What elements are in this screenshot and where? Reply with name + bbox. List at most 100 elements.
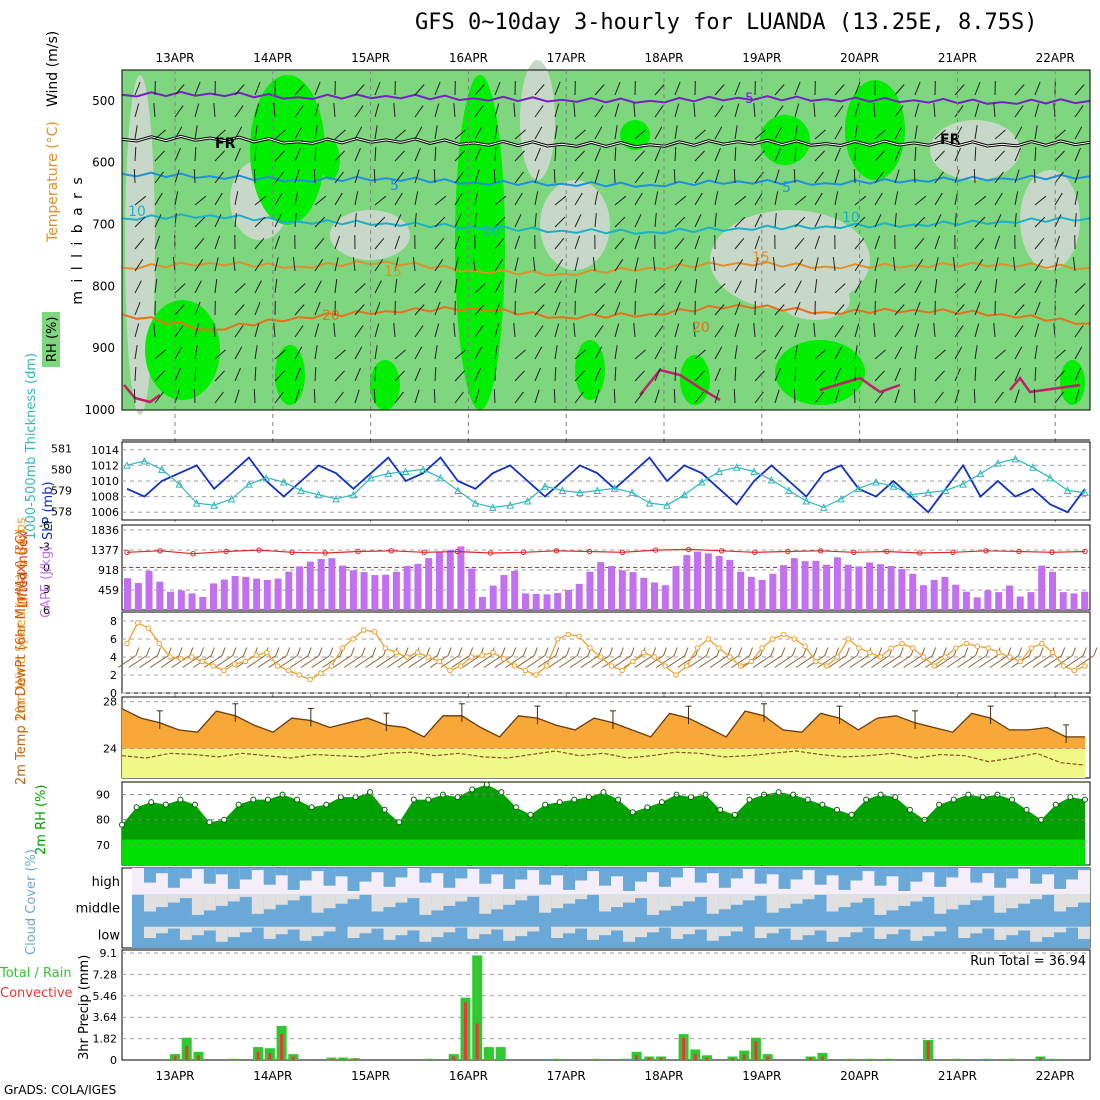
cloud-mid-cell [1054, 894, 1067, 912]
cape-bar [769, 573, 777, 610]
cloud-high-cell [838, 868, 851, 890]
wind-barb [454, 391, 464, 404]
wind-barb-flag [684, 647, 689, 656]
wind-barb [594, 213, 597, 228]
thickness-marker [488, 503, 497, 511]
wind-barb [514, 257, 519, 272]
cloud-mid-cell [239, 894, 252, 897]
li-marker [718, 548, 725, 554]
wind-barb [1074, 147, 1081, 162]
wind-barb [234, 389, 240, 404]
wind-barb [694, 192, 703, 206]
wind-barb-10m [279, 655, 298, 668]
cape-bar [1081, 591, 1089, 610]
wind-barb [554, 237, 565, 250]
wind-speed-marker [135, 620, 141, 626]
wind-speed-marker [124, 640, 130, 647]
wind-barb-flag [845, 647, 850, 656]
wind-barb [194, 125, 198, 140]
wind-barb [334, 235, 341, 250]
cape-bar [801, 561, 809, 610]
wind-barb [574, 391, 584, 404]
wind-barb-10m [849, 655, 869, 668]
cloud-axis-title-text: Cloud Cover (%) [24, 849, 39, 955]
wind-barb-flag [792, 647, 797, 656]
cloud-high-cell [575, 868, 588, 881]
wind-barb-10m [763, 655, 783, 668]
wind-barb-flag [533, 647, 538, 656]
wind-barb [694, 235, 701, 250]
wind-barb-10m [559, 655, 578, 668]
wind-speed-marker [996, 649, 1002, 656]
thickness-marker [279, 477, 288, 486]
wind-barb [334, 279, 338, 294]
wind-barb [633, 102, 636, 118]
wind-barb [554, 301, 561, 316]
cloud-high-cell [623, 868, 635, 891]
wind-barb [834, 213, 837, 228]
pressure-axis-title: m i l l i b a r s [70, 175, 86, 304]
wind-barb [894, 105, 904, 118]
wind-barb [254, 280, 262, 294]
wind-barb [554, 345, 558, 360]
wind-barb [274, 171, 284, 184]
wind-barb [874, 370, 885, 382]
wind-barb [494, 146, 497, 162]
wind-barb [1034, 216, 1046, 228]
wind-barb [134, 259, 144, 272]
wind-speed-marker [716, 645, 722, 651]
precip-convective-bar [887, 1059, 891, 1060]
wind-barb [494, 103, 500, 118]
cloud-high-cell [706, 868, 719, 874]
precip-convective-bar [268, 1052, 272, 1060]
wind-barb-flag [544, 647, 549, 656]
cloud-high-cell [635, 868, 647, 882]
precip-convective-bar [464, 1002, 467, 1060]
wind-barb [794, 237, 805, 250]
cape-tick-label: 918 [98, 564, 119, 577]
rh-marker [1009, 796, 1015, 803]
wind-barb-10m [322, 655, 341, 668]
contour-label: 5 [390, 178, 399, 194]
wind-barb [714, 367, 721, 382]
wind-barb [733, 388, 736, 404]
wind-barb-flag [673, 647, 678, 656]
wind-barb [914, 280, 922, 294]
wind-barb [914, 125, 918, 140]
wind-barb [414, 283, 426, 294]
cape-bar [694, 551, 701, 610]
wind-barb [834, 325, 844, 338]
wind-barb [814, 279, 818, 294]
cloud-high-cell [934, 868, 947, 887]
wind-barb [374, 301, 381, 316]
contour-label: FR [215, 136, 236, 152]
rh-marker [308, 804, 315, 811]
wind-barb [154, 391, 164, 404]
precip-convective-bar [427, 1059, 431, 1060]
wind-speed-marker [651, 654, 658, 660]
cloud-mid-cell [563, 894, 576, 904]
rh-marker [585, 794, 592, 801]
wind-barb [634, 192, 643, 206]
cape-bar [360, 572, 368, 610]
rh-marker [950, 796, 957, 803]
rh-marker [410, 796, 417, 803]
wind-barb [754, 370, 765, 382]
wind-barb [554, 81, 561, 96]
wind-barb [154, 214, 162, 228]
wind-barb-flag [146, 647, 151, 656]
rh-moist-region [145, 300, 220, 400]
wind-barb-flag [598, 647, 603, 656]
wind-barb [832, 257, 836, 272]
wind-barb [673, 388, 676, 404]
cape-bar [780, 565, 788, 610]
wind-barb [712, 257, 716, 272]
wind-barb [1014, 213, 1017, 228]
wind-barb [314, 195, 327, 206]
thickness-marker [1063, 486, 1072, 494]
wind-barb-flag [523, 647, 527, 656]
wind-barb [514, 171, 524, 184]
wind-barb-10m [139, 655, 158, 668]
wind-barb [553, 388, 556, 404]
top-date-label: 15APR [351, 51, 390, 65]
